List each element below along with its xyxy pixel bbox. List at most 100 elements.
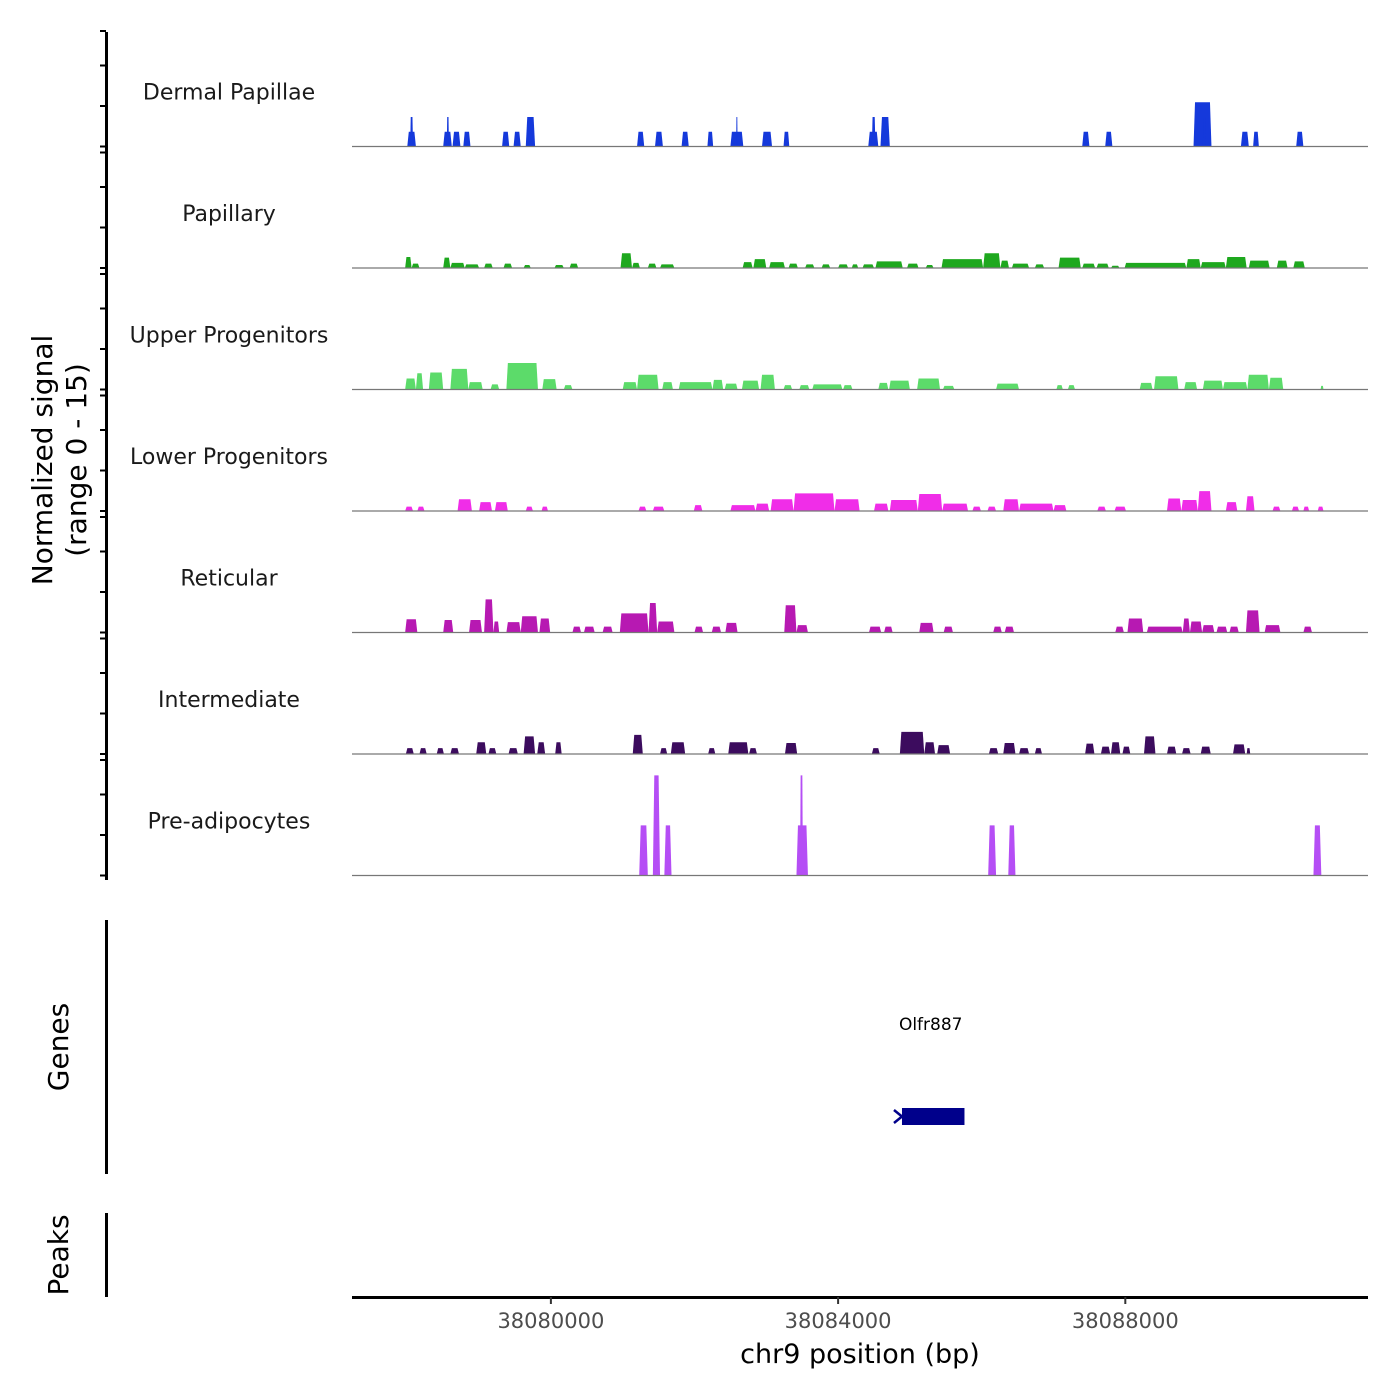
signal-segment	[660, 748, 668, 754]
signal-segment	[1056, 385, 1063, 390]
signal-segment	[655, 131, 663, 147]
strand-arrow-icon	[893, 1109, 904, 1124]
signal-segment	[660, 264, 675, 268]
signal-segment	[1264, 625, 1281, 633]
gene-exon	[901, 1108, 965, 1125]
y-axis-title-line2: (range 0 - 15)	[60, 363, 93, 557]
signal-segment	[525, 117, 536, 147]
signal-segment	[1200, 746, 1211, 754]
signal-segment	[1115, 626, 1124, 633]
signal-segment	[784, 605, 797, 633]
signal-segment	[1067, 385, 1076, 390]
signal-segment	[647, 263, 657, 268]
signal-segment	[1245, 610, 1260, 633]
signal-segment	[1166, 746, 1177, 754]
signal-segment	[411, 263, 420, 268]
signal-segment	[1105, 131, 1113, 147]
signal-segment	[889, 380, 910, 390]
signal-segment	[1182, 748, 1191, 754]
signal-segment	[1166, 498, 1182, 511]
signal-segment	[637, 131, 645, 147]
signal-segment	[410, 117, 414, 147]
signal-segment	[450, 262, 465, 268]
signal-segment	[493, 621, 500, 633]
signal-segment	[1253, 131, 1259, 147]
signal-segment	[925, 265, 934, 268]
signal-segment	[1193, 102, 1212, 147]
signal-segment	[749, 748, 757, 754]
track-label: Lower Progenitors	[130, 445, 328, 470]
signal-segment	[639, 825, 648, 876]
signal-segment	[405, 748, 414, 754]
signal-segment	[1320, 385, 1324, 390]
signal-segment	[1143, 736, 1156, 754]
signal-segment	[742, 262, 753, 268]
signal-segment	[537, 742, 546, 754]
signal-segment	[523, 265, 531, 268]
signal-segment	[1034, 748, 1043, 754]
signal-segment	[1296, 131, 1304, 147]
track-label: Pre-adipocytes	[148, 810, 311, 835]
signal-segment	[1122, 746, 1131, 754]
signal-segment	[506, 622, 521, 633]
signal-segment	[1053, 505, 1067, 511]
signal-segment	[1000, 260, 1009, 268]
signal-segment	[1303, 506, 1310, 511]
signal-segment	[1248, 260, 1270, 268]
signal-segment	[769, 262, 785, 268]
signal-segment	[874, 503, 889, 511]
signal-segment	[1202, 625, 1215, 633]
signal-segment	[476, 742, 487, 754]
signal-segment	[1034, 264, 1045, 268]
signal-segment	[569, 263, 579, 268]
track-label: Upper Progenitors	[130, 324, 329, 349]
signal-segment	[443, 257, 451, 268]
signal-segment	[942, 503, 969, 511]
signal-segment	[637, 374, 659, 390]
signal-segment	[657, 621, 675, 633]
signal-segment	[662, 382, 673, 390]
signal-segment	[1124, 262, 1187, 268]
signal-segment	[875, 261, 903, 268]
signal-segment	[1222, 382, 1248, 390]
signal-segment	[796, 625, 808, 633]
signal-segment	[583, 626, 595, 633]
signal-segment	[783, 385, 793, 390]
signal-segment	[1182, 618, 1190, 633]
coverage-y-ticks	[100, 30, 106, 877]
signal-segment	[602, 626, 613, 633]
signal-segment	[464, 264, 480, 268]
signal-segment	[761, 131, 773, 147]
signal-segment	[996, 383, 1020, 390]
signal-segment	[728, 742, 749, 754]
track-lower-progenitors: Lower Progenitors	[130, 445, 1368, 512]
track-label: Intermediate	[158, 688, 300, 713]
signal-segment	[755, 503, 770, 511]
signal-segment	[1127, 618, 1144, 633]
y-axis-title: Normalized signal (range 0 - 15)	[26, 335, 93, 586]
signal-segment	[503, 263, 513, 268]
signal-segment	[520, 616, 538, 633]
signal-segment	[1229, 626, 1239, 633]
signal-segment	[1216, 626, 1228, 633]
gene-olfr887: Olfr887	[893, 1015, 965, 1125]
signal-segment	[1058, 257, 1081, 268]
signal-segment	[494, 502, 508, 511]
signal-segment	[972, 506, 981, 511]
signal-segment	[417, 506, 425, 511]
signal-segment	[871, 117, 876, 147]
signal-segment	[1181, 499, 1198, 511]
signal-segment	[490, 384, 500, 390]
track-papillary: Papillary	[182, 202, 1368, 269]
signal-segment	[457, 499, 472, 511]
peaks-panel-label: Peaks	[42, 1214, 75, 1295]
signal-segment	[919, 622, 934, 633]
signal-segment	[880, 117, 890, 147]
signal-segment	[419, 748, 427, 754]
gene-label: Olfr887	[899, 1015, 963, 1035]
signal-segment	[1146, 626, 1183, 633]
signal-segment	[1097, 506, 1106, 511]
signal-segment	[1011, 263, 1030, 268]
signal-segment	[899, 731, 925, 754]
signal-segment	[711, 626, 722, 633]
